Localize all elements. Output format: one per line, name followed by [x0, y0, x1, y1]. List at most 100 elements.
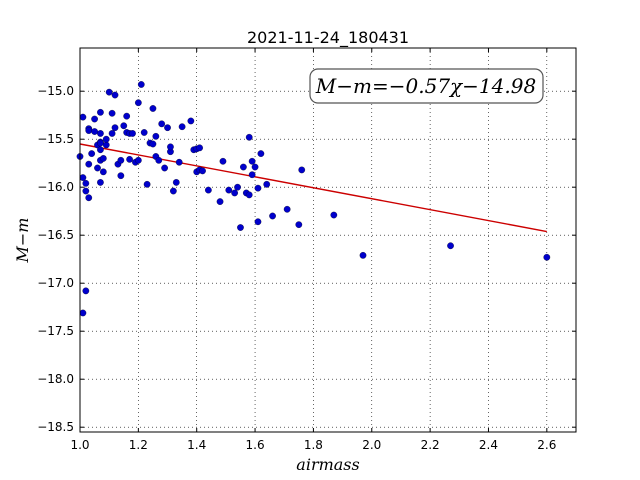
data-point [149, 105, 157, 112]
y-tick-label: −17.5 [37, 324, 74, 338]
data-point [82, 180, 90, 187]
data-point [298, 166, 306, 174]
data-point [251, 163, 259, 171]
data-point [85, 194, 93, 202]
data-point [129, 130, 136, 137]
data-point [108, 130, 116, 137]
data-point [143, 180, 151, 188]
data-point [108, 109, 116, 117]
data-point [219, 157, 227, 165]
x-tick-label: 2.4 [479, 438, 498, 452]
data-point [330, 211, 338, 219]
data-point [79, 113, 87, 121]
data-point [295, 221, 303, 228]
data-point [155, 156, 163, 164]
x-axis-label: airmass [296, 455, 359, 474]
data-point [105, 88, 113, 96]
data-point [172, 179, 180, 186]
x-tick-label: 1.8 [304, 438, 323, 452]
data-point [97, 130, 104, 137]
axes-background [80, 48, 576, 432]
data-point [254, 184, 262, 192]
data-point [248, 157, 256, 165]
data-point [140, 129, 148, 136]
data-point [99, 155, 107, 162]
y-tick-label: −16.5 [37, 228, 74, 242]
data-point [263, 180, 271, 188]
data-point [254, 218, 262, 226]
data-point [245, 191, 253, 199]
data-point [117, 156, 125, 164]
data-point [99, 168, 107, 176]
data-point [225, 186, 233, 194]
y-axis-label: M−m [13, 218, 32, 264]
data-point [543, 253, 551, 261]
data-point [91, 115, 98, 123]
annotation-box: M−m=−0.57χ−14.98 [309, 68, 544, 104]
data-point [82, 187, 90, 195]
data-point [97, 108, 104, 116]
data-point [91, 128, 98, 135]
data-point [240, 163, 247, 171]
data-point [231, 189, 238, 197]
y-tick-label: −17.0 [37, 276, 74, 290]
x-tick-label: 2.6 [537, 438, 556, 452]
data-point [111, 91, 119, 99]
data-points [76, 81, 551, 317]
data-point [79, 174, 87, 181]
data-point [82, 287, 90, 295]
y-tick-labels: −15.0 −15.5 −16.0 −16.5 −17.0 −17.5 −18.0 −18.5 [37, 84, 74, 434]
data-point [123, 112, 131, 120]
data-point [205, 186, 212, 194]
plot-area [76, 47, 577, 433]
data-point [161, 164, 168, 172]
y-tick-label: −18.5 [37, 420, 74, 434]
data-point [158, 120, 166, 128]
data-point [85, 160, 93, 168]
y-tick-label: −15.5 [37, 132, 74, 146]
tick-marks [79, 48, 576, 432]
data-point [257, 150, 265, 157]
data-point [149, 140, 157, 148]
x-tick-labels: 1.0 1.2 1.4 1.6 1.8 2.0 2.2 2.4 2.6 [70, 438, 556, 452]
data-point [152, 132, 160, 140]
chart-title: 2021-11-24_180431 [247, 28, 409, 48]
data-point [102, 141, 110, 149]
x-tick-label: 2.2 [421, 438, 440, 452]
data-point [126, 156, 133, 163]
data-point [85, 127, 93, 134]
y-tick-label: −15.0 [37, 84, 74, 98]
data-point [88, 150, 96, 157]
data-point [97, 146, 104, 154]
data-point [187, 117, 195, 125]
data-point [111, 124, 119, 132]
x-tick-label: 1.4 [187, 438, 206, 452]
grid-lines [79, 48, 576, 432]
x-tick-label: 1.0 [70, 438, 89, 452]
y-tick-label: −18.0 [37, 372, 74, 386]
data-point [167, 143, 174, 151]
data-point [117, 172, 125, 180]
data-point [170, 187, 177, 195]
fit-equation: M−m=−0.57χ−14.98 [315, 74, 536, 98]
data-point [359, 252, 367, 259]
data-point [237, 224, 244, 231]
data-point [447, 242, 454, 250]
annotation-frame [309, 68, 544, 104]
data-point [97, 139, 104, 147]
data-point [196, 144, 203, 152]
data-point [102, 135, 110, 143]
data-point [234, 183, 241, 191]
data-point [94, 164, 101, 172]
x-tick-label: 1.2 [129, 438, 148, 452]
data-point [248, 171, 256, 179]
data-point [178, 123, 186, 131]
data-point [135, 156, 142, 164]
data-point [97, 179, 104, 186]
y-tick-label: −16.0 [37, 180, 74, 194]
data-point [216, 198, 224, 205]
data-point [283, 205, 291, 213]
data-point [120, 122, 128, 130]
x-tick-label: 2.0 [362, 438, 381, 452]
